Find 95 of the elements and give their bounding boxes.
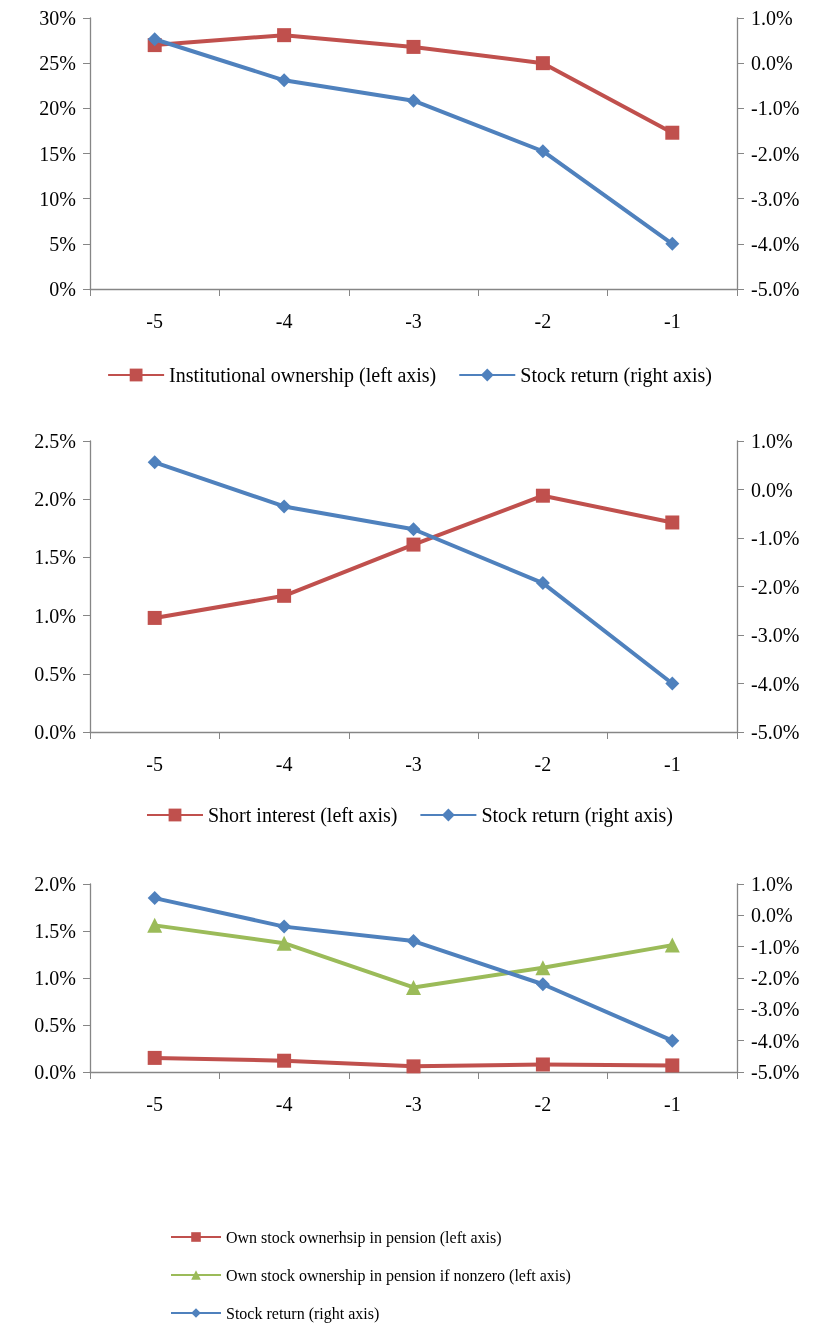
- legend-label: Stock return (right axis): [481, 804, 674, 827]
- point: [665, 676, 680, 691]
- point: [277, 919, 292, 934]
- y-tick-label: 2.0%: [34, 873, 76, 895]
- y2-tick-label: 0.0%: [751, 52, 793, 75]
- y2-tick-label: 1.0%: [751, 430, 793, 452]
- y-tick-label: 2.0%: [34, 488, 76, 511]
- y-tick-label: 0.0%: [34, 721, 76, 743]
- y2-tick-label: -5.0%: [751, 1061, 800, 1083]
- point: [535, 977, 550, 992]
- legend-label: Institutional ownership (left axis): [169, 364, 437, 387]
- point: [664, 937, 680, 953]
- point: [276, 935, 292, 951]
- x-tick-label: -4: [275, 310, 293, 332]
- y-tick-label: 1.0%: [34, 967, 76, 989]
- y2-tick-label: -1.0%: [751, 97, 800, 120]
- point: [535, 488, 550, 503]
- y2-tick-label: -2.0%: [751, 575, 800, 598]
- point: [665, 236, 680, 251]
- y2-tick-label: -1.0%: [751, 935, 800, 958]
- x-tick-label: -1: [663, 310, 681, 332]
- y2-tick-label: -4.0%: [751, 232, 800, 255]
- point: [406, 1059, 421, 1074]
- point: [535, 960, 551, 976]
- legend-label: Stock return (right axis): [226, 1304, 380, 1323]
- y2-tick-label: -4.0%: [751, 672, 800, 695]
- y-tick-label: 0.5%: [34, 1014, 76, 1036]
- point: [665, 1058, 680, 1073]
- point: [535, 1057, 550, 1072]
- y2-tick-label: -3.0%: [751, 187, 800, 210]
- point: [535, 144, 550, 159]
- x-tick-label: -1: [663, 1093, 681, 1115]
- point: [147, 1050, 162, 1065]
- point: [406, 934, 421, 949]
- x-tick-label: -4: [275, 753, 293, 775]
- y-tick-label: 20%: [39, 97, 76, 120]
- point: [665, 1033, 680, 1048]
- y2-tick-label: 1.0%: [751, 7, 793, 29]
- y-tick-label: 15%: [39, 142, 76, 165]
- y2-tick-label: -3.0%: [751, 998, 800, 1021]
- y-tick-label: 25%: [39, 52, 76, 75]
- y-tick-label: 10%: [39, 187, 76, 210]
- x-tick-label: -5: [146, 310, 164, 332]
- y2-tick-label: -4.0%: [751, 1029, 800, 1052]
- point: [277, 588, 292, 603]
- point: [535, 56, 550, 71]
- legend-label: Own stock ownership in pension if nonzero (left axis): [226, 1266, 571, 1285]
- legend-label: Short interest (left axis): [207, 804, 398, 827]
- point: [277, 73, 292, 88]
- y-tick-label: 1.0%: [34, 604, 76, 627]
- y2-tick-label: -2.0%: [751, 967, 800, 989]
- y2-tick-label: -5.0%: [751, 721, 800, 743]
- x-tick-label: -2: [534, 753, 552, 775]
- point: [406, 93, 421, 108]
- y-tick-label: 5%: [49, 232, 76, 255]
- point: [147, 891, 162, 906]
- y2-tick-label: -2.0%: [751, 142, 800, 165]
- point: [535, 576, 550, 591]
- y-tick-label: 1.5%: [34, 546, 76, 569]
- y-tick-label: 2.5%: [34, 430, 76, 452]
- y-tick-label: 0.0%: [34, 1061, 76, 1083]
- x-tick-label: -2: [534, 310, 552, 332]
- x-tick-label: -5: [146, 1093, 164, 1115]
- y2-tick-label: 0.0%: [751, 478, 793, 501]
- y2-tick-label: 0.0%: [751, 904, 793, 927]
- x-tick-label: -4: [275, 1093, 293, 1115]
- legend-label: Own stock ownerhsip in pension (left axis): [226, 1228, 502, 1247]
- point: [147, 32, 162, 47]
- x-tick-label: -3: [405, 310, 422, 332]
- y-tick-label: 0.5%: [34, 662, 76, 685]
- point: [277, 28, 292, 43]
- y2-tick-label: -1.0%: [751, 527, 800, 549]
- x-tick-label: -5: [146, 753, 164, 775]
- y2-tick-label: -3.0%: [751, 624, 800, 646]
- point: [665, 515, 680, 530]
- point: [147, 610, 162, 625]
- point: [406, 537, 421, 552]
- y2-tick-label: 1.0%: [751, 873, 793, 895]
- point: [406, 39, 421, 54]
- point: [277, 499, 292, 514]
- x-tick-label: -3: [405, 753, 422, 775]
- point: [147, 917, 163, 933]
- y2-tick-label: -5.0%: [751, 278, 800, 300]
- point: [277, 1053, 292, 1068]
- legend-label: Stock return (right axis): [520, 364, 712, 387]
- point: [406, 522, 421, 537]
- x-tick-label: -3: [405, 1093, 422, 1115]
- y-tick-label: 1.5%: [34, 920, 76, 942]
- y-tick-label: 0%: [49, 278, 76, 300]
- y-tick-label: 30%: [39, 7, 76, 29]
- point: [665, 125, 680, 140]
- point: [147, 455, 162, 470]
- point: [406, 979, 421, 995]
- x-tick-label: -1: [663, 753, 681, 775]
- x-tick-label: -2: [534, 1093, 552, 1115]
